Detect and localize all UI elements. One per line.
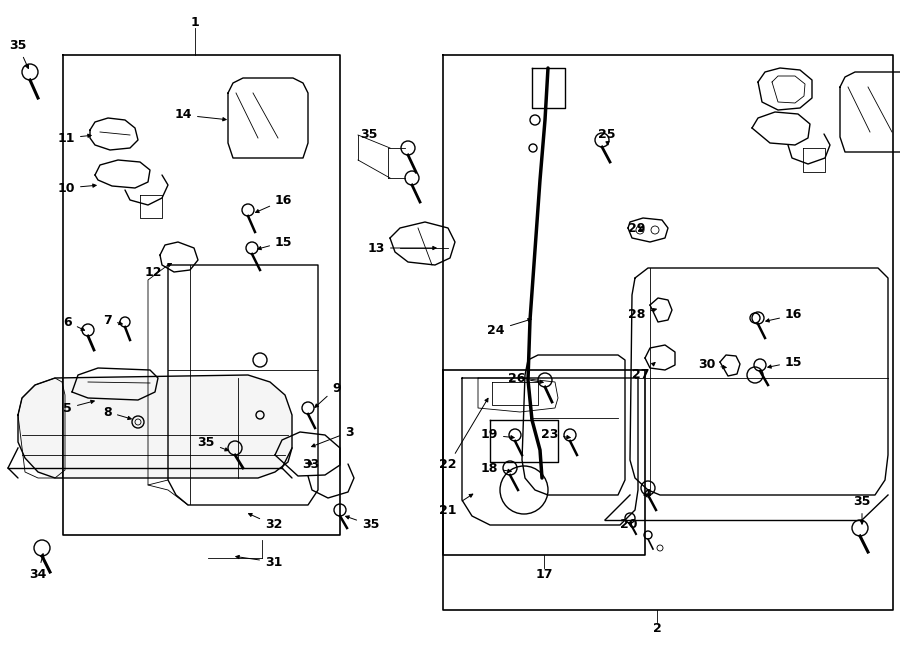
Text: 15: 15 (257, 235, 292, 250)
Text: 19: 19 (481, 428, 514, 442)
Text: 10: 10 (58, 182, 96, 194)
Text: 9: 9 (315, 381, 340, 407)
Text: 6: 6 (63, 315, 85, 330)
Text: 14: 14 (175, 108, 226, 122)
Text: 29: 29 (628, 221, 645, 235)
Text: 28: 28 (628, 309, 656, 321)
Text: 21: 21 (439, 494, 472, 516)
Text: 4: 4 (642, 488, 651, 502)
Text: 18: 18 (481, 461, 511, 475)
Text: 11: 11 (58, 132, 91, 145)
Text: 35: 35 (9, 39, 29, 69)
Text: 34: 34 (30, 554, 47, 581)
Polygon shape (18, 375, 292, 478)
Text: 35: 35 (360, 128, 377, 141)
Text: 25: 25 (598, 128, 616, 145)
Text: 22: 22 (439, 399, 488, 471)
Text: 3: 3 (311, 426, 354, 447)
Text: 2: 2 (652, 621, 662, 635)
Text: 35: 35 (198, 436, 229, 451)
Text: 5: 5 (63, 400, 94, 414)
Text: 35: 35 (853, 495, 870, 524)
Text: 15: 15 (768, 356, 803, 368)
Text: 16: 16 (256, 194, 292, 213)
Text: 12: 12 (145, 264, 172, 278)
Text: 7: 7 (104, 313, 122, 327)
Text: 30: 30 (698, 358, 726, 371)
Text: 27: 27 (632, 362, 655, 381)
Text: 1: 1 (191, 15, 200, 28)
Text: 20: 20 (620, 518, 637, 531)
Text: 24: 24 (488, 319, 531, 336)
Text: 23: 23 (541, 428, 571, 442)
Text: 8: 8 (104, 405, 131, 420)
Text: 13: 13 (367, 241, 436, 254)
Text: 26: 26 (508, 371, 544, 385)
Text: 33: 33 (302, 459, 320, 471)
Text: 31: 31 (236, 555, 283, 568)
Text: 35: 35 (346, 516, 380, 531)
Text: 17: 17 (536, 568, 553, 582)
Text: 32: 32 (248, 514, 283, 531)
Text: 16: 16 (766, 309, 803, 322)
